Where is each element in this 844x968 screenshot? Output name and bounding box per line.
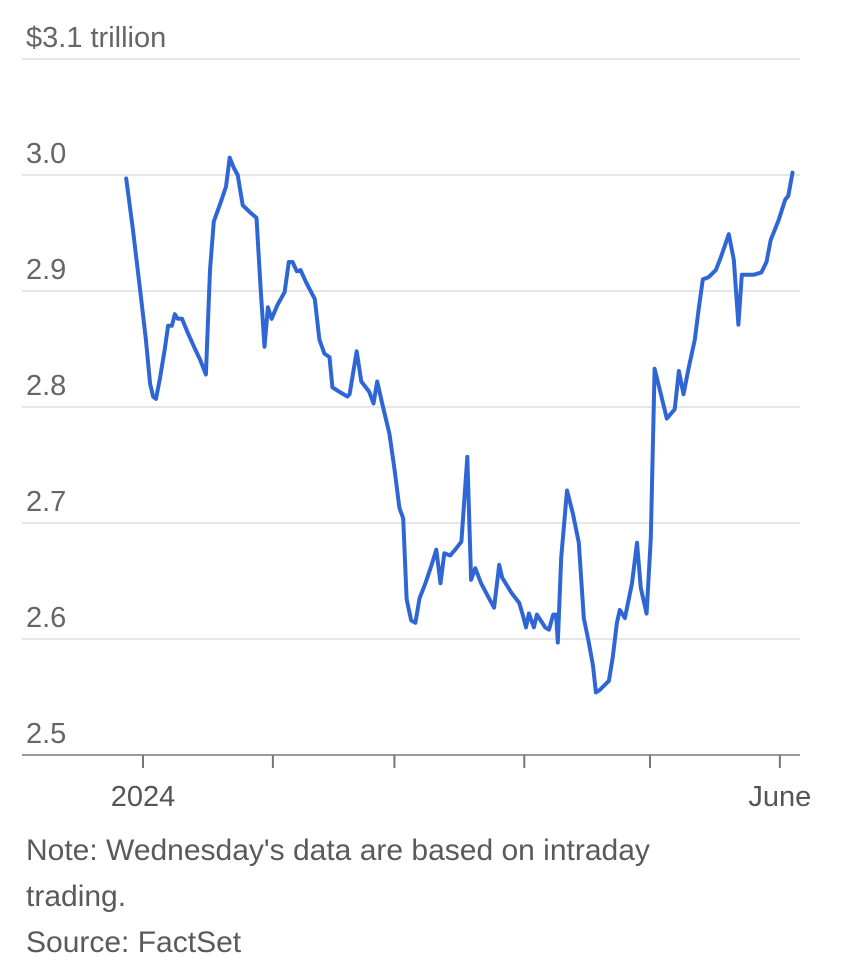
note-line-2: trading.: [26, 880, 127, 913]
source-note: Source: FactSet: [26, 926, 242, 959]
series-line: [124, 155, 795, 695]
y-tick-label: 2.5: [26, 718, 66, 750]
line-chart: $3.1 trillion 3.0 2.9 2.8 2.7 2.6 2.5 2024 June: [22, 22, 811, 813]
y-tick-label: 3.0: [26, 138, 66, 170]
y-tick-label: 2.9: [26, 254, 66, 286]
x-tick-label: June: [748, 781, 811, 813]
y-tick-label: 2.8: [26, 370, 66, 402]
y-tick-label: 2.7: [26, 486, 66, 518]
chart-title: $3.1 trillion: [26, 22, 166, 54]
note-line-1: Note: Wednesday's data are based on intr…: [26, 834, 650, 867]
chart-note: Note: Wednesday's data are based on intr…: [26, 828, 650, 966]
y-tick-label: 2.6: [26, 602, 66, 634]
x-tick-label: 2024: [111, 781, 176, 813]
